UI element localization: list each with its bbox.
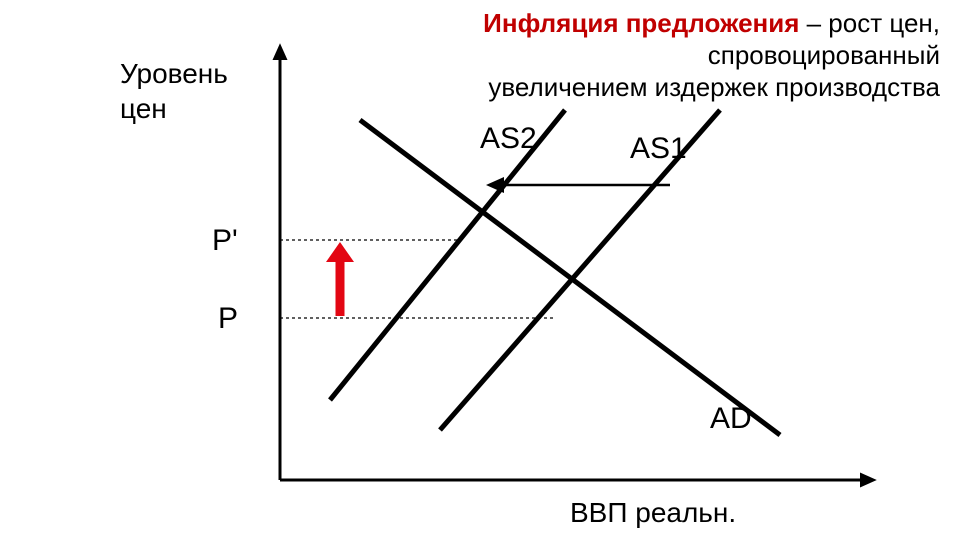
diagram-canvas: Инфляция предложения – рост цен, спровоц… [0, 0, 960, 540]
plot-svg [0, 0, 960, 540]
